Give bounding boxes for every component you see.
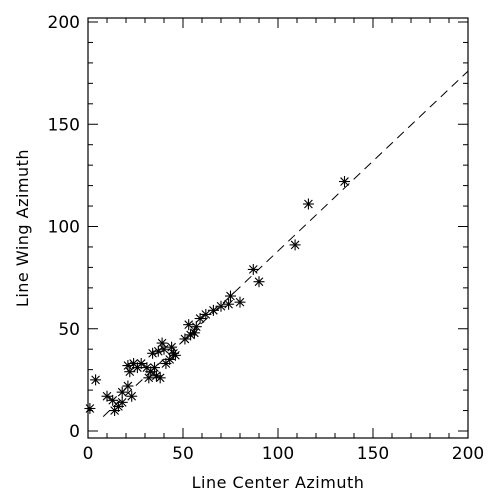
data-point: [223, 298, 235, 310]
data-point: [225, 290, 236, 302]
y-tick-label: 100: [48, 218, 80, 238]
x-tick-label: 0: [83, 444, 94, 464]
plot-frame: [87, 17, 469, 439]
data-point: [90, 374, 102, 386]
data-point: [124, 366, 136, 378]
y-tick-label: 200: [48, 13, 80, 33]
y-tick-label: 150: [48, 115, 80, 135]
y-tick-label: 0: [69, 422, 80, 442]
reference-line-group: [102, 70, 469, 417]
data-point: [84, 403, 96, 415]
data-point: [253, 276, 265, 288]
data-point: [154, 372, 166, 384]
x-tick-label: 50: [172, 444, 194, 464]
y-axis-label: Line Wing Azimuth: [13, 149, 32, 307]
data-point: [149, 362, 160, 374]
data-point: [302, 198, 314, 210]
data-point: [126, 390, 138, 402]
data-point: [190, 321, 202, 333]
data-point: [101, 390, 113, 402]
data-point: [339, 176, 350, 188]
x-tick-label: 100: [262, 444, 294, 464]
x-axis-label: Line Center Azimuth: [192, 473, 365, 492]
data-point: [164, 353, 176, 365]
data-point: [122, 380, 134, 392]
axis-ticks-group: 0 50 100 150 200 0 50 100 150 200: [48, 13, 485, 464]
data-point: [169, 349, 181, 361]
data-point: [116, 396, 128, 408]
data-point: [200, 308, 212, 320]
data-point: [247, 263, 259, 275]
data-point: [135, 358, 147, 370]
reference-line: [102, 70, 469, 417]
data-point: [234, 296, 246, 308]
data-point: [150, 370, 162, 382]
data-point: [215, 300, 227, 312]
x-tick-label: 150: [357, 444, 389, 464]
data-point: [289, 239, 301, 251]
data-point: [179, 333, 191, 345]
data-points-group: [84, 176, 350, 417]
y-tick-label: 50: [58, 320, 80, 340]
data-point: [207, 304, 219, 316]
data-point: [183, 319, 195, 331]
data-point: [158, 343, 170, 355]
data-point: [143, 372, 155, 384]
x-tick-label: 200: [452, 444, 484, 464]
data-point: [194, 313, 206, 325]
